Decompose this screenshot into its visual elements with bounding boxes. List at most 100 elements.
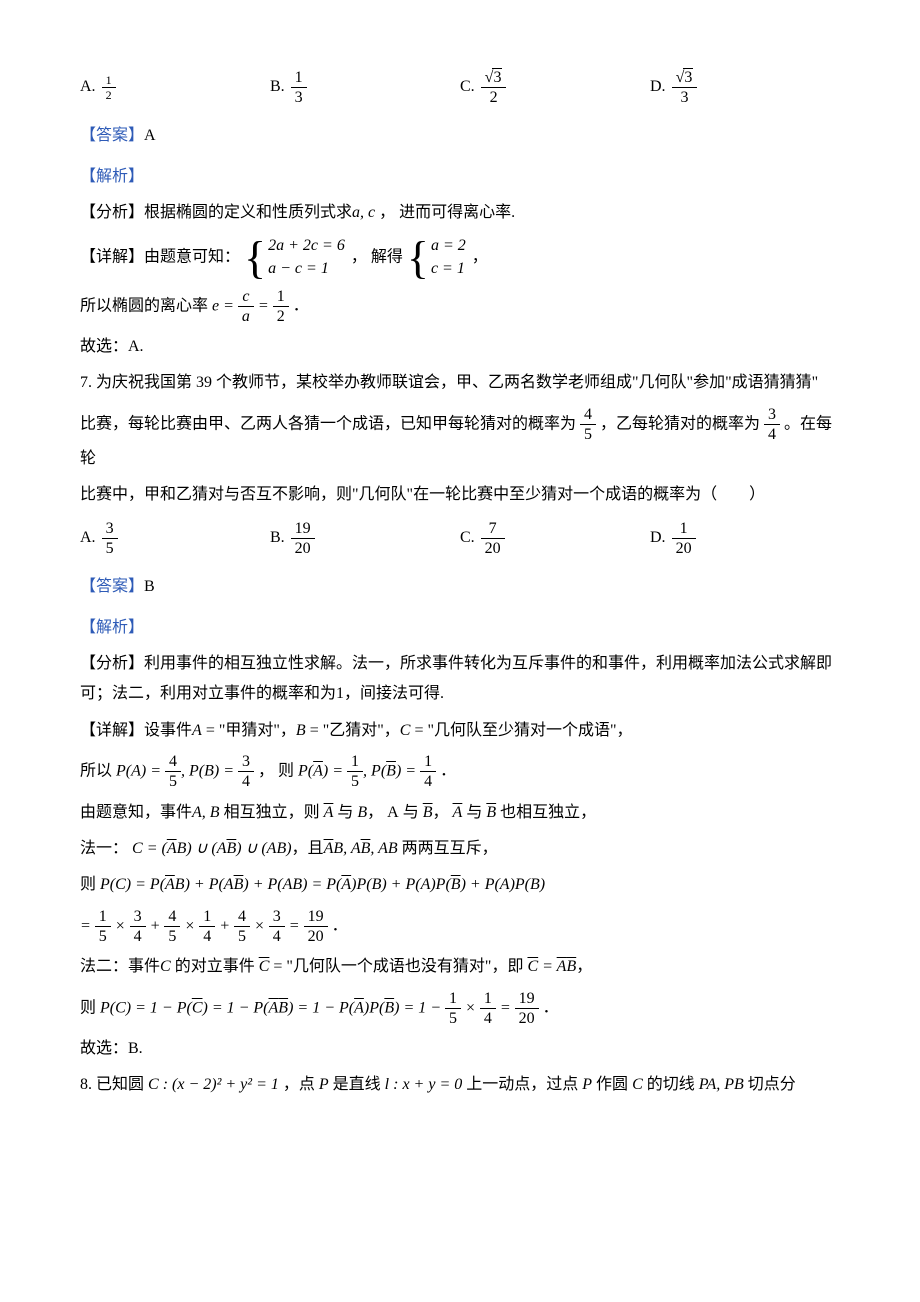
q7-pc2: 则 P(C) = 1 − P(C) = 1 − P(AB) = 1 − P(A)…: [80, 989, 840, 1028]
frac-num: 3: [672, 68, 698, 88]
q7-method1: 法一： C = (AB) ∪ (AB) ∪ (AB)，且AB, AB, AB 两…: [80, 834, 840, 864]
frac-num: 3: [102, 519, 118, 539]
detail-mid: ， 解得: [351, 248, 403, 265]
choice-c: C. 7 20: [460, 519, 650, 558]
q7-method2: 法二：事件C 的对立事件 C = "几何队一个成语也没有猜对"，即 C = AB…: [80, 952, 840, 982]
t3d: 5: [164, 927, 180, 946]
sqrt-val: 3: [683, 68, 693, 86]
q6-answer: 【答案】A: [80, 121, 840, 151]
detail-tail: ，: [472, 248, 488, 265]
q7-calc: = 15 × 34 + 45 × 14 + 45 × 34 = 1920 ．: [80, 907, 840, 946]
t4d: 4: [199, 927, 215, 946]
choice-b-label: B.: [270, 72, 285, 102]
frac-den: 2: [273, 307, 289, 326]
t5n: 4: [234, 907, 250, 927]
ecc-mid: =: [258, 297, 269, 314]
choice-d: D. 1 20: [650, 519, 840, 558]
analysis-text: 根据椭圆的定义和性质列式求: [144, 204, 352, 221]
q6-analysis: 【分析】根据椭圆的定义和性质列式求a, c ， 进而可得离心率.: [80, 198, 840, 228]
frac-num: 19: [291, 519, 315, 539]
indep3c: 与: [466, 804, 482, 821]
choice-c-frac: 3 2: [481, 68, 507, 107]
resn: 19: [304, 907, 328, 927]
indep4: 也相互独立，: [500, 804, 596, 821]
frac-num: 4: [580, 405, 596, 425]
frac-num: 1: [102, 73, 116, 88]
q8-mid5: 的切线: [647, 1076, 695, 1093]
ecc-frac2: 1 2: [273, 287, 289, 326]
pac-num: 1: [347, 752, 363, 772]
q7-stem2b: ，乙每轮猜对的概率为: [600, 415, 760, 432]
q8-tail: 切点分: [748, 1076, 796, 1093]
choice-a-label: A.: [80, 72, 96, 102]
q8-mid2: 是直线: [333, 1076, 381, 1093]
frac-num: 3: [481, 68, 507, 88]
choice-c: C. 3 2: [460, 68, 650, 107]
m1-label: 法一：: [80, 840, 128, 857]
q8-P2: P: [582, 1076, 592, 1093]
frac-num: c: [238, 287, 254, 307]
t2n: 1: [480, 989, 496, 1009]
q6-detail: 【详解】由题意可知： { 2a + 2c = 6 a − c = 1 ， 解得 …: [80, 235, 840, 281]
d1c: = "乙猜对"，: [306, 722, 400, 739]
sqrt-val: 3: [492, 68, 502, 86]
ecc-frac1: c a: [238, 287, 254, 326]
d1a: 设事件: [144, 722, 192, 739]
answer-label: 【答案】: [80, 127, 144, 144]
q8-mid4: 作圆: [596, 1076, 628, 1093]
frac-den: 4: [764, 425, 780, 444]
choice-a: A. 3 5: [80, 519, 270, 558]
analysis-label: 【分析】: [80, 204, 144, 221]
choice-a-frac: 3 5: [102, 519, 118, 558]
pbc-num: 1: [420, 752, 436, 772]
q7-pc-eq: 则 P(C) = P(AB) + P(AB) + P(AB) = P(A)P(B…: [80, 870, 840, 900]
resd: 20: [515, 1009, 539, 1028]
q6-choices: A. 1 2 B. 1 3 C. 3 2 D. 3 3: [80, 68, 840, 107]
q8-pre: 8. 已知圆: [80, 1076, 144, 1093]
frac-den: 20: [291, 539, 315, 558]
jiexi-label: 【解析】: [80, 162, 840, 192]
brace-sys1: { 2a + 2c = 6 a − c = 1: [244, 235, 347, 281]
q7-stem2: 比赛，每轮比赛由甲、乙两人各猜一个成语，已知甲每轮猜对的概率为 4 5 ，乙每轮…: [80, 405, 840, 475]
q7-indep: 由题意知，事件A, B 相互独立，则 A 与 B， A 与 B， A 与 B 也…: [80, 798, 840, 828]
sys1-r2: a − c = 1: [268, 258, 345, 280]
choice-a-frac: 1 2: [102, 73, 116, 103]
ecc-end: ．: [293, 297, 309, 314]
t4n: 1: [199, 907, 215, 927]
choice-d-label: D.: [650, 72, 666, 102]
q7-stem1: 7. 为庆祝我国第 39 个教师节，某校举办教师联谊会，甲、乙两名数学老师组成"…: [80, 368, 840, 398]
sys2-r1: a = 2: [431, 235, 466, 257]
q8-P: P: [319, 1076, 329, 1093]
t1d: 5: [445, 1009, 461, 1028]
t2d: 4: [480, 1009, 496, 1028]
choice-d: D. 3 3: [650, 68, 840, 107]
answer-value: B: [144, 578, 155, 595]
t6n: 3: [269, 907, 285, 927]
frac-p: 4 5: [580, 405, 596, 444]
pb-num: 3: [238, 752, 254, 772]
q7-detail1: 【详解】设事件A = "甲猜对"，B = "乙猜对"，C = "几何队至少猜对一…: [80, 716, 840, 746]
choice-b: B. 19 20: [270, 519, 460, 558]
resn: 19: [515, 989, 539, 1009]
answer-value: A: [144, 127, 156, 144]
frac-den: 2: [481, 88, 507, 107]
m2-label: 法二：事件: [80, 958, 160, 975]
frac-num: 3: [764, 405, 780, 425]
choice-d-frac: 1 20: [672, 519, 696, 558]
frac-den: 20: [672, 539, 696, 558]
frac-den: 3: [291, 88, 307, 107]
sys1-r1: 2a + 2c = 6: [268, 235, 345, 257]
q8-circle: C : (x − 2)² + y² = 1: [148, 1076, 279, 1093]
choice-b-frac: 19 20: [291, 519, 315, 558]
d1d: = "几何队至少猜对一个成语"，: [410, 722, 632, 739]
detail-label: 【详解】: [80, 248, 144, 265]
t2n: 3: [130, 907, 146, 927]
choice-c-frac: 7 20: [481, 519, 505, 558]
t1d: 5: [95, 927, 111, 946]
choice-b: B. 1 3: [270, 68, 460, 107]
frac-q: 3 4: [764, 405, 780, 444]
frac-num: 1: [291, 68, 307, 88]
frac-den: 2: [102, 88, 116, 102]
frac-den: 3: [672, 88, 698, 107]
analysis-ac: a, c: [352, 204, 375, 221]
